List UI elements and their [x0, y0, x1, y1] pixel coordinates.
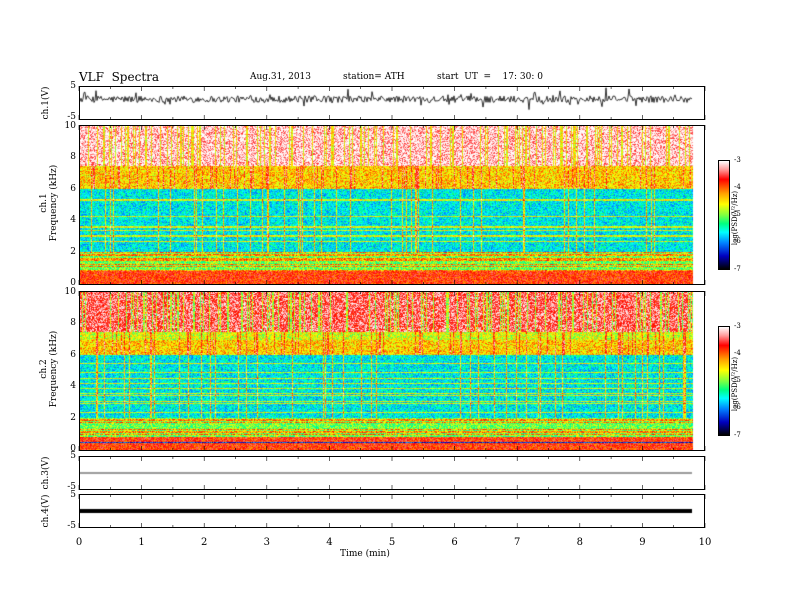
ch1-freq-tick-6: 6 [70, 184, 76, 194]
ch2-cb-tick-7: -7 [734, 431, 741, 439]
x-tick-label: 0 [75, 537, 83, 548]
date-label: Aug.31, 2013 [250, 72, 311, 82]
ch1-freq-tick-0: 0 [70, 278, 76, 288]
ch4-waveform-plot [80, 495, 704, 527]
ch1-freq-tick-8: 8 [70, 152, 76, 162]
ch2-cb-tick-5: -5 [734, 376, 741, 384]
x-tick-label: 1 [138, 537, 145, 548]
ch1-colorbar [718, 160, 730, 270]
ch2-cb-tick-3: -3 [734, 322, 741, 330]
ch1-freq-tick-2: 2 [70, 247, 76, 257]
ch3-ytick-top: 5 [70, 451, 76, 461]
x-tick-label: 3 [263, 537, 270, 548]
ch2-freq-tick-8: 8 [70, 318, 76, 328]
x-tick-label: 5 [388, 537, 396, 548]
ch2-spectrogram-heatmap [80, 292, 704, 450]
ch1-freq-tick-4: 4 [70, 215, 76, 225]
ch1-waveform-plot [80, 87, 704, 119]
x-tick-label: 9 [639, 537, 646, 548]
ch1-spectrogram-heatmap [80, 126, 704, 284]
start-time-label: start UT = 17: 30: 0 [437, 72, 543, 82]
ch3-waveform-panel [79, 456, 705, 490]
ch1-ytick-bottom: -5 [67, 112, 76, 122]
ch2-cb-tick-6: -6 [734, 403, 741, 411]
ch1-cb-tick-5: -5 [734, 210, 741, 218]
x-tick-label: 7 [514, 537, 521, 548]
ch2-freq-tick-2: 2 [70, 413, 76, 423]
ch2-freq-tick-0: 0 [70, 444, 76, 454]
ch2-colorbar [718, 326, 730, 436]
x-tick-label: 6 [451, 537, 458, 548]
x-axis-label: Time (min) [340, 549, 390, 559]
ch2-cb-tick-4: -4 [734, 349, 741, 357]
station-label: station= ATH [343, 72, 405, 82]
ch1-cb-tick-6: -6 [734, 237, 741, 245]
x-tick-label: 10 [698, 537, 712, 548]
ch2-freq-tick-6: 6 [70, 350, 76, 360]
ch1-freq-tick-10: 10 [64, 121, 76, 131]
ch1-waveform-panel [79, 86, 705, 120]
ch2-freq-tick-4: 4 [70, 381, 76, 391]
ch4-ytick-bottom: -5 [67, 521, 76, 531]
x-tick-label: 8 [576, 537, 583, 548]
ch1-ytick-top: 5 [70, 81, 76, 91]
x-tick-label: 2 [201, 537, 208, 548]
ch4-ytick-top: 5 [70, 490, 76, 500]
ch2-freq-tick-10: 10 [64, 287, 76, 297]
ch1-cb-tick-4: -4 [734, 183, 741, 191]
page-title: VLF Spectra [79, 70, 160, 84]
ch3-ytick-bottom: -5 [67, 482, 76, 492]
x-tick-label: 4 [326, 537, 333, 548]
ch1-cb-tick-7: -7 [734, 265, 741, 273]
ch1-cb-tick-3: -3 [734, 156, 741, 164]
ch3-waveform-plot [80, 457, 704, 489]
